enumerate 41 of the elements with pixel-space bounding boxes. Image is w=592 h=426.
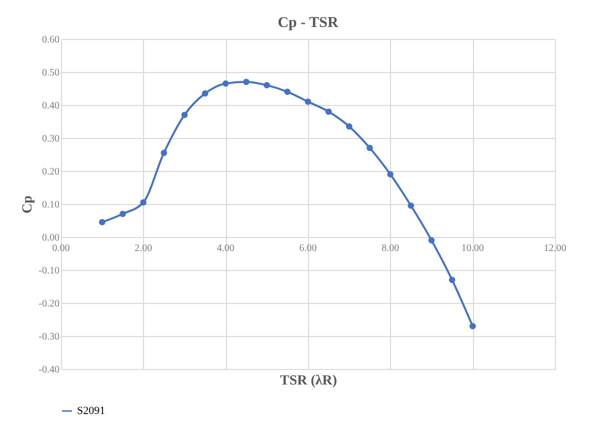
point [325, 108, 332, 115]
y-tick-label: -0.30 [38, 332, 60, 342]
y-tick-label: 0.60 [42, 34, 60, 46]
x-axis-title: TSR (λR) [280, 374, 338, 388]
y-tick-label: -0.40 [38, 364, 60, 376]
y-tick-label: 0.30 [42, 134, 60, 144]
point [408, 202, 414, 209]
chart-title: Cp - TSR [278, 15, 338, 31]
point [304, 98, 312, 105]
point [428, 237, 435, 244]
point [140, 199, 146, 206]
x-tick-label: 4.00 [216, 243, 234, 254]
y-tick-label: 0.10 [42, 200, 60, 210]
point [284, 88, 291, 95]
x-tick-label: 8.00 [382, 243, 400, 254]
point [264, 82, 270, 88]
point [448, 276, 456, 284]
point [160, 150, 168, 156]
y-tick-label: 0.20 [42, 166, 60, 178]
x-tick-label: 0.00 [52, 243, 70, 254]
point [222, 80, 229, 87]
x-tick-label: 12.00 [544, 243, 566, 254]
y-tick-label: 0.50 [42, 68, 60, 78]
point [243, 78, 250, 86]
x-tick-label: 10.00 [461, 243, 484, 254]
legend-label: S2091 [77, 405, 106, 417]
point [346, 123, 352, 130]
y-tick-label: -0.10 [38, 266, 60, 276]
y-axis-title: Cp [20, 195, 36, 214]
point [120, 210, 126, 218]
point [470, 322, 476, 330]
point [181, 112, 188, 118]
y-tick-label: -0.20 [38, 298, 60, 310]
y-tick-label: 0.40 [42, 100, 60, 112]
point [99, 218, 106, 226]
point [387, 171, 394, 178]
x-tick-label: 2.00 [134, 243, 152, 254]
point [202, 90, 208, 97]
x-tick-label: 6.00 [299, 243, 317, 254]
point [366, 144, 373, 152]
y-tick-label: 0.00 [42, 232, 60, 244]
